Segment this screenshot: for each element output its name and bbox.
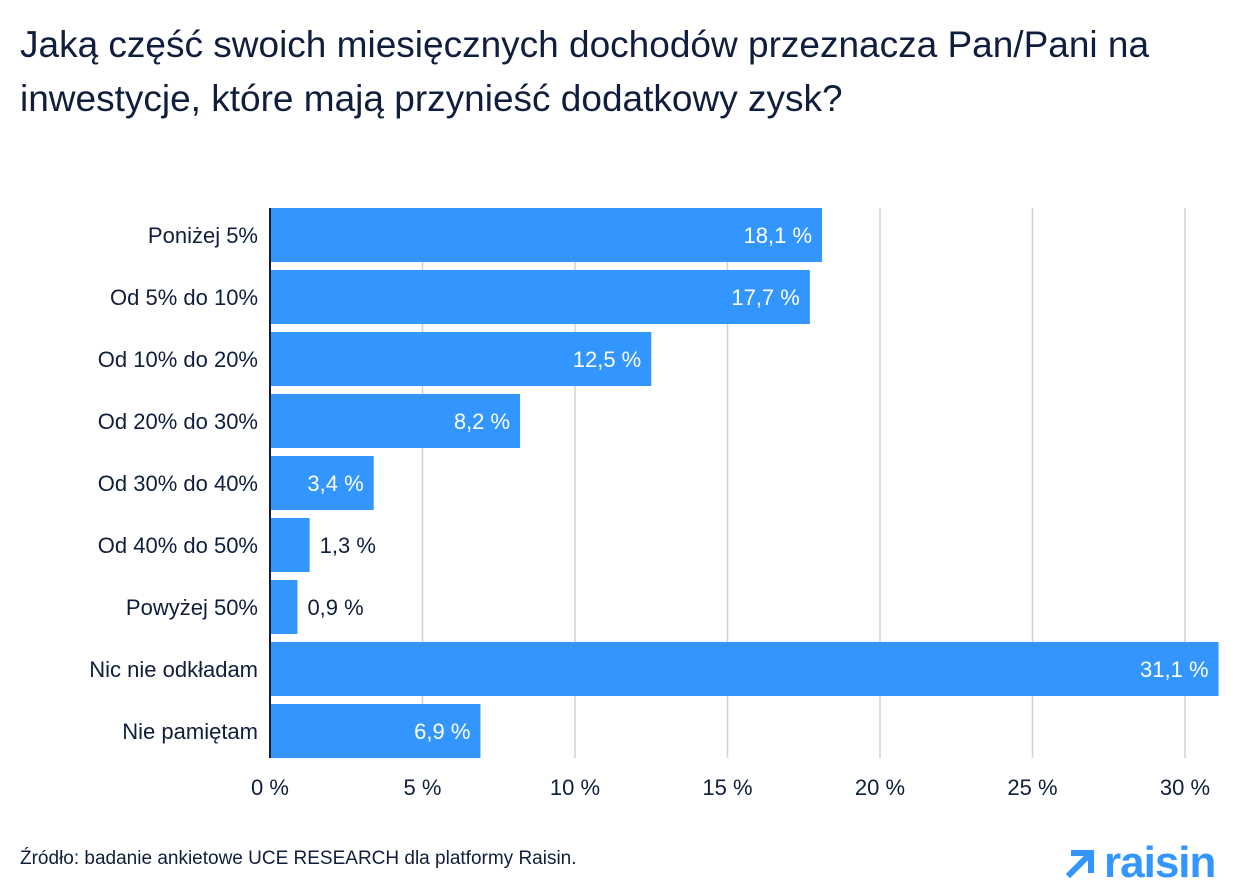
data-label: 18,1 % [744, 223, 813, 248]
data-label: 17,7 % [731, 285, 800, 310]
data-label: 0,9 % [307, 595, 363, 620]
logo-text: raisin [1104, 838, 1216, 887]
bar [270, 642, 1219, 696]
bar [270, 704, 481, 758]
category-label: Od 40% do 50% [98, 533, 258, 558]
category-label: Nic nie odkładam [89, 657, 258, 682]
category-label: Od 10% do 20% [98, 347, 258, 372]
data-label: 1,3 % [320, 533, 376, 558]
x-tick-label: 10 % [550, 775, 600, 800]
data-label: 6,9 % [414, 719, 470, 744]
x-tick-label: 25 % [1007, 775, 1057, 800]
bar-chart: 0 % 5 % 10 % 15 % 20 % 25 % 30 % Poniżej 5% 18,1… [89, 208, 1219, 800]
bar [270, 456, 374, 510]
data-label: 31,1 % [1140, 657, 1209, 682]
bar [270, 394, 521, 448]
bar [270, 332, 652, 386]
x-tick-label: 15 % [702, 775, 752, 800]
category-label: Powyżej 50% [126, 595, 258, 620]
bar [270, 270, 810, 324]
data-label: 12,5 % [573, 347, 642, 372]
source-note: Źródło: badanie ankietowe UCE RESEARCH d… [20, 848, 577, 869]
chart-title: Jaką część swoich miesięcznych dochodów … [20, 24, 1150, 119]
x-tick-label: 0 % [251, 775, 289, 800]
raisin-logo: raisin [1064, 838, 1216, 888]
arrow-icon [1065, 849, 1095, 878]
category-label: Od 20% do 30% [98, 409, 258, 434]
category-label: Od 30% do 40% [98, 471, 258, 496]
bar [270, 518, 310, 572]
data-label: 8,2 % [454, 409, 510, 434]
x-tick-label: 20 % [855, 775, 905, 800]
bar [270, 208, 823, 262]
data-label: 3,4 % [307, 471, 363, 496]
x-tick-label: 5 % [404, 775, 442, 800]
category-label: Od 5% do 10% [110, 285, 258, 310]
category-label: Poniżej 5% [148, 223, 258, 248]
category-label: Nie pamiętam [122, 719, 258, 744]
x-tick-label: 30 % [1160, 775, 1210, 800]
bar [270, 580, 298, 634]
